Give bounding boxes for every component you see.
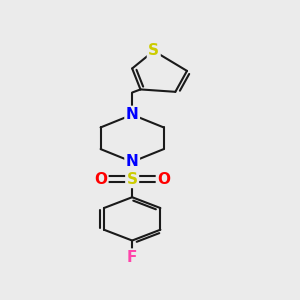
- Text: S: S: [127, 172, 138, 187]
- Text: N: N: [126, 154, 139, 169]
- Text: N: N: [126, 107, 139, 122]
- Text: O: O: [157, 172, 170, 187]
- Text: S: S: [148, 44, 159, 59]
- Text: O: O: [94, 172, 107, 187]
- Text: F: F: [127, 250, 137, 265]
